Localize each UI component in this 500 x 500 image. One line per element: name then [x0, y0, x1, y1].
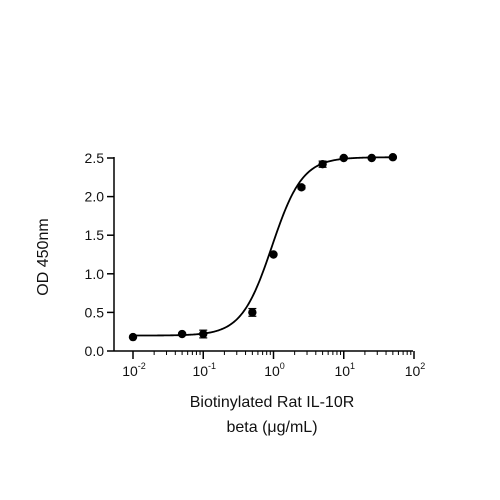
- data-point: [248, 308, 257, 317]
- x-tick-label: 101: [334, 361, 355, 379]
- y-tick-label: 1.0: [85, 266, 105, 282]
- data-point: [128, 332, 138, 342]
- x-tick-label: 102: [405, 361, 426, 379]
- data-point: [318, 159, 327, 169]
- data-point: [199, 329, 208, 339]
- data-point: [339, 153, 348, 163]
- data-point: [177, 329, 187, 339]
- data-point: [367, 153, 376, 163]
- x-tick-label: 10-1: [192, 361, 216, 379]
- y-tick-label: 2.0: [85, 189, 105, 205]
- fit-curve: [133, 156, 393, 337]
- x-axis: 10-2 10-1 100 101 102: [114, 350, 426, 379]
- data-points-layer: [128, 153, 398, 342]
- x-axis-title-line2: beta (μg/mL): [226, 419, 317, 436]
- y-axis-title: OD 450nm: [35, 218, 52, 295]
- data-point: [269, 250, 278, 259]
- x-tick-label: 10-2: [122, 361, 146, 379]
- x-tick-label: 100: [264, 361, 285, 379]
- data-point: [388, 153, 398, 162]
- y-tick-label: 0.5: [85, 304, 105, 320]
- y-tick-label: 1.5: [85, 227, 105, 243]
- data-point: [297, 183, 306, 192]
- fit-curve-layer: [133, 156, 393, 337]
- y-axis: 0.0 0.5 1.0 1.5 2.0 2.5: [85, 150, 115, 359]
- y-tick-label: 2.5: [85, 150, 105, 166]
- x-axis-title-line1: Biotinylated Rat IL-10R: [190, 394, 355, 411]
- y-tick-label: 0.0: [85, 343, 105, 359]
